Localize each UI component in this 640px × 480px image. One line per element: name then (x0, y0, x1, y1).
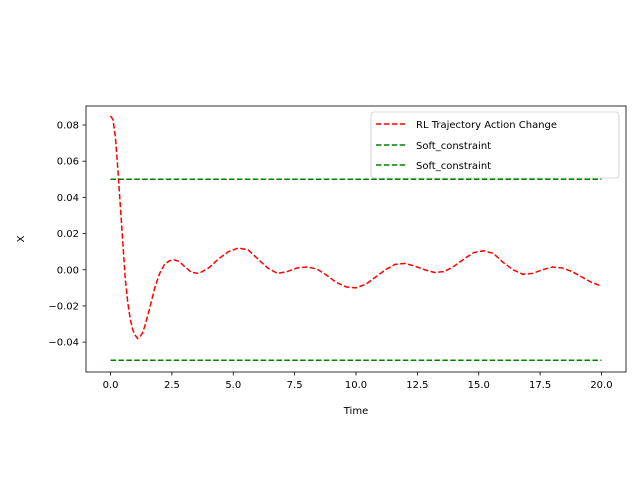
x-tick-label: 10.0 (345, 380, 367, 391)
legend-frame (370, 111, 620, 179)
legend-label-soft-constraint-upper: Soft_constraint (416, 141, 491, 152)
x-tick-label: 15.0 (468, 380, 490, 391)
y-axis-ticks: −0.04 −0.02 0.00 0.02 0.04 0.06 0.08 (48, 121, 86, 349)
series-line-0 (109, 115, 602, 340)
x-axis-ticks: 0.0 2.5 5.0 7.5 10.0 12.5 15.0 17.5 20.0 (103, 372, 613, 391)
x-tick-label: 5.0 (225, 380, 241, 391)
x-tick-label: 2.5 (164, 380, 180, 391)
series-layer (109, 115, 602, 361)
legend-label-soft-constraint-lower: Soft_constraint (416, 161, 491, 172)
x-axis-label: Time (343, 406, 368, 417)
x-tick-label: 7.5 (287, 380, 303, 391)
y-tick-label: 0.02 (57, 229, 79, 240)
x-tick-label: 20.0 (590, 380, 612, 391)
y-tick-label: 0.08 (57, 121, 79, 132)
x-tick-label: 17.5 (529, 380, 551, 391)
x-tick-label: 0.0 (103, 380, 119, 391)
y-tick-label: 0.00 (57, 265, 79, 276)
y-tick-label: 0.06 (57, 157, 79, 168)
legend: RL Trajectory Action Change Soft_constra… (370, 111, 620, 179)
y-tick-label: 0.04 (57, 193, 79, 204)
x-tick-label: 12.5 (406, 380, 428, 391)
legend-label-rl-trajectory: RL Trajectory Action Change (416, 120, 557, 131)
y-axis-label: X (16, 235, 27, 242)
y-tick-label: −0.02 (48, 301, 79, 312)
y-tick-label: −0.04 (48, 338, 79, 349)
